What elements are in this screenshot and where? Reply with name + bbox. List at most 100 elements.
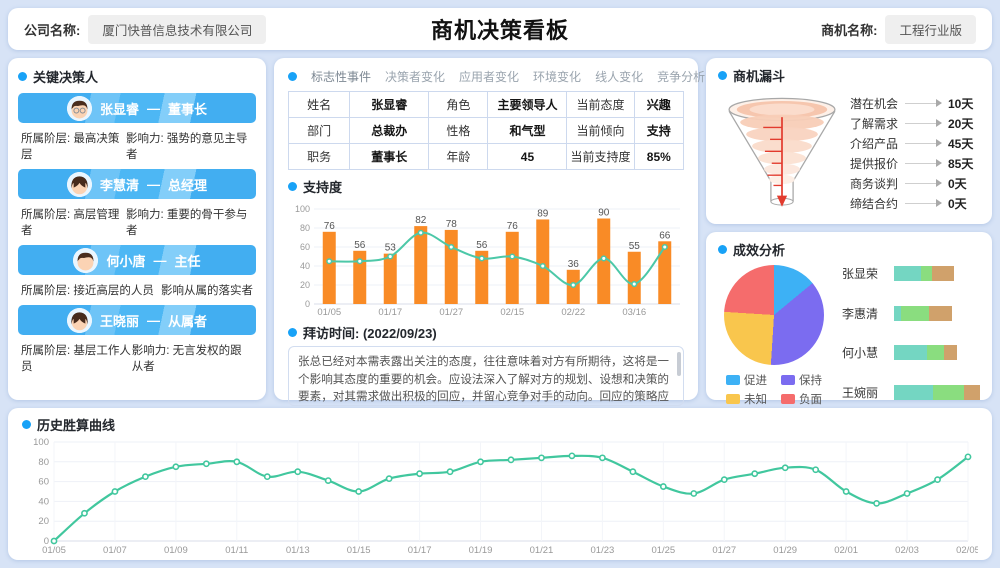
arrow-right-icon — [905, 159, 942, 167]
effect-bar-track — [894, 266, 980, 281]
person-separator: — — [153, 252, 167, 268]
svg-text:01/17: 01/17 — [408, 545, 432, 556]
opportunity-funnel-panel: 商机漏斗 潜在机会 10天 — [706, 58, 992, 224]
person-banner[interactable]: 李慧清 — 总经理 — [18, 169, 256, 199]
tab-landmark-events[interactable]: 标志性事件 — [311, 69, 372, 84]
svg-text:02/05: 02/05 — [956, 545, 978, 556]
person-attrs: 所属阶层: 高层管理者 影响力: 重要的骨干参与者 — [21, 209, 248, 237]
legend-item[interactable]: 保持 — [781, 372, 830, 388]
tab-user-change[interactable]: 应用者变化 — [459, 69, 520, 84]
visit-notes-text: 张总已经对本需表露出关注的态度，往往意味着对方有所期待，这将是一个影响其态度的重… — [298, 355, 670, 404]
person-banner[interactable]: 何小唐 — 主任 — [18, 245, 256, 275]
svg-text:02/01: 02/01 — [834, 545, 858, 556]
person-banner[interactable]: 王晓丽 — 从属者 — [18, 305, 256, 335]
svg-text:02/03: 02/03 — [895, 545, 919, 556]
person-role: 董事长 — [168, 101, 208, 117]
effect-bar-track — [894, 305, 980, 321]
svg-text:01/05: 01/05 — [317, 307, 341, 318]
section-dot-icon — [22, 420, 31, 429]
svg-text:20: 20 — [300, 280, 310, 290]
table-row: 部门 总裁办 性格 和气型 当前倾向 支持 — [287, 117, 685, 144]
history-curve-title: 历史胜算曲线 — [22, 415, 978, 434]
tab-competition-analysis[interactable]: 竞争分析 — [657, 69, 706, 84]
svg-text:55: 55 — [629, 241, 641, 252]
funnel-stage: 缔结合约 0天 — [850, 196, 967, 211]
support-chart-title: 支持度 — [288, 177, 684, 196]
svg-text:76: 76 — [507, 221, 519, 232]
effect-bar-segment — [931, 266, 955, 281]
section-dot-icon — [288, 182, 297, 191]
effect-bar-person-name: 李惠清 — [842, 306, 879, 321]
arrow-right-icon — [905, 139, 942, 147]
tab-environment-change[interactable]: 环境变化 — [533, 69, 582, 84]
visit-notes[interactable]: 张总已经对本需表露出关注的态度，往往意味着对方有所期待，这将是一个影响其态度的重… — [288, 346, 684, 406]
funnel-stage: 提供报价 85天 — [850, 156, 974, 171]
cell-label: 当前支持度 — [566, 143, 635, 170]
section-dot-icon — [288, 71, 297, 81]
svg-text:01/13: 01/13 — [286, 545, 310, 556]
effect-bar-track — [894, 345, 980, 361]
effect-bars: 张显荣 李惠清 何小慧 王婉丽 — [842, 263, 980, 407]
profile-table: 姓名 张显睿 角色 主要领导人 当前态度 兴趣 部门 总裁办 性格 和气型 当前… — [287, 91, 685, 170]
svg-text:36: 36 — [568, 259, 580, 270]
pie-legend: 促进 保持未知 负面 — [718, 372, 830, 407]
svg-text:01/29: 01/29 — [773, 545, 797, 556]
cell-value: 主要领导人 — [487, 91, 568, 118]
svg-text:60: 60 — [38, 477, 49, 488]
person-separator: — — [147, 100, 160, 116]
header-bar: 公司名称: 厦门快普信息技术有限公司 商机决策看板 商机名称: 工程行业版 — [8, 8, 992, 50]
svg-text:01/27: 01/27 — [439, 307, 463, 318]
effect-bar-row: 李惠清 — [842, 305, 980, 322]
funnel-title: 商机漏斗 — [718, 66, 980, 85]
svg-text:80: 80 — [300, 223, 310, 233]
legend-label: 未知 — [744, 394, 767, 406]
svg-text:02/22: 02/22 — [561, 307, 585, 318]
cell-label: 年龄 — [428, 143, 489, 170]
funnel-stage: 介绍产品 45天 — [850, 136, 974, 151]
legend-item[interactable]: 负面 — [781, 391, 830, 407]
table-row: 职务 董事长 年龄 45 当前支持度 85% — [287, 143, 685, 170]
decision-makers-title: 关键决策人 — [18, 67, 256, 86]
person-attrs: 所属阶层: 接近高层的人员 影响从属的落实者 — [21, 285, 253, 297]
tab-decision-maker-change[interactable]: 决策者变化 — [385, 69, 446, 84]
opportunity-name-field[interactable]: 工程行业版 — [885, 14, 976, 44]
section-dot-icon — [718, 71, 727, 80]
effect-bar-track — [894, 384, 980, 400]
effect-bar-segment — [894, 384, 933, 400]
cell-label: 角色 — [428, 91, 489, 118]
person-name: 何小唐 — [106, 253, 146, 269]
svg-text:01/17: 01/17 — [378, 307, 402, 318]
tab-insider-change[interactable]: 线人变化 — [595, 69, 644, 84]
male-avatar-icon — [73, 247, 99, 273]
cell-value: 张显睿 — [349, 91, 430, 118]
company-name-label: 公司名称: — [24, 22, 81, 38]
legend-item[interactable]: 促进 — [726, 372, 775, 388]
legend-item[interactable]: 未知 — [726, 391, 775, 407]
legend-swatch-icon — [726, 394, 740, 404]
effect-bar-segment — [963, 384, 980, 400]
person-role: 从属者 — [168, 313, 208, 329]
person-banner[interactable]: 张显睿 — 董事长 — [18, 93, 256, 123]
person-role: 主任 — [174, 253, 201, 269]
arrow-right-icon — [905, 119, 942, 127]
cell-value: 董事长 — [349, 143, 430, 170]
person-name: 李慧清 — [99, 177, 139, 193]
funnel-stage: 了解需求 20天 — [850, 116, 974, 131]
svg-text:60: 60 — [300, 242, 310, 252]
section-dot-icon — [18, 72, 27, 81]
person-card: 李慧清 — 总经理 所属阶层: 高层管理者 影响力: 重要的骨干参与者 — [18, 169, 256, 238]
company-name-field[interactable]: 厦门快普信息技术有限公司 — [88, 14, 267, 44]
scrollbar-thumb[interactable] — [677, 352, 681, 376]
legend-swatch-icon — [781, 375, 795, 385]
svg-text:01/25: 01/25 — [651, 545, 675, 556]
visit-time-title: 拜访时间: (2022/09/23) — [288, 323, 684, 342]
svg-text:82: 82 — [415, 215, 427, 226]
effect-bar-segment — [894, 305, 901, 321]
effect-bar-row: 张显荣 — [842, 265, 980, 282]
opportunity-name-label: 商机名称: — [821, 22, 878, 38]
svg-text:40: 40 — [300, 261, 310, 271]
svg-text:01/09: 01/09 — [164, 545, 188, 556]
person-detail-panel: 标志性事件 决策者变化 应用者变化 环境变化 线人变化 竞争分析 姓名 张显睿 … — [274, 58, 705, 406]
svg-text:90: 90 — [598, 208, 610, 219]
table-row: 姓名 张显睿 角色 主要领导人 当前态度 兴趣 — [287, 91, 685, 118]
